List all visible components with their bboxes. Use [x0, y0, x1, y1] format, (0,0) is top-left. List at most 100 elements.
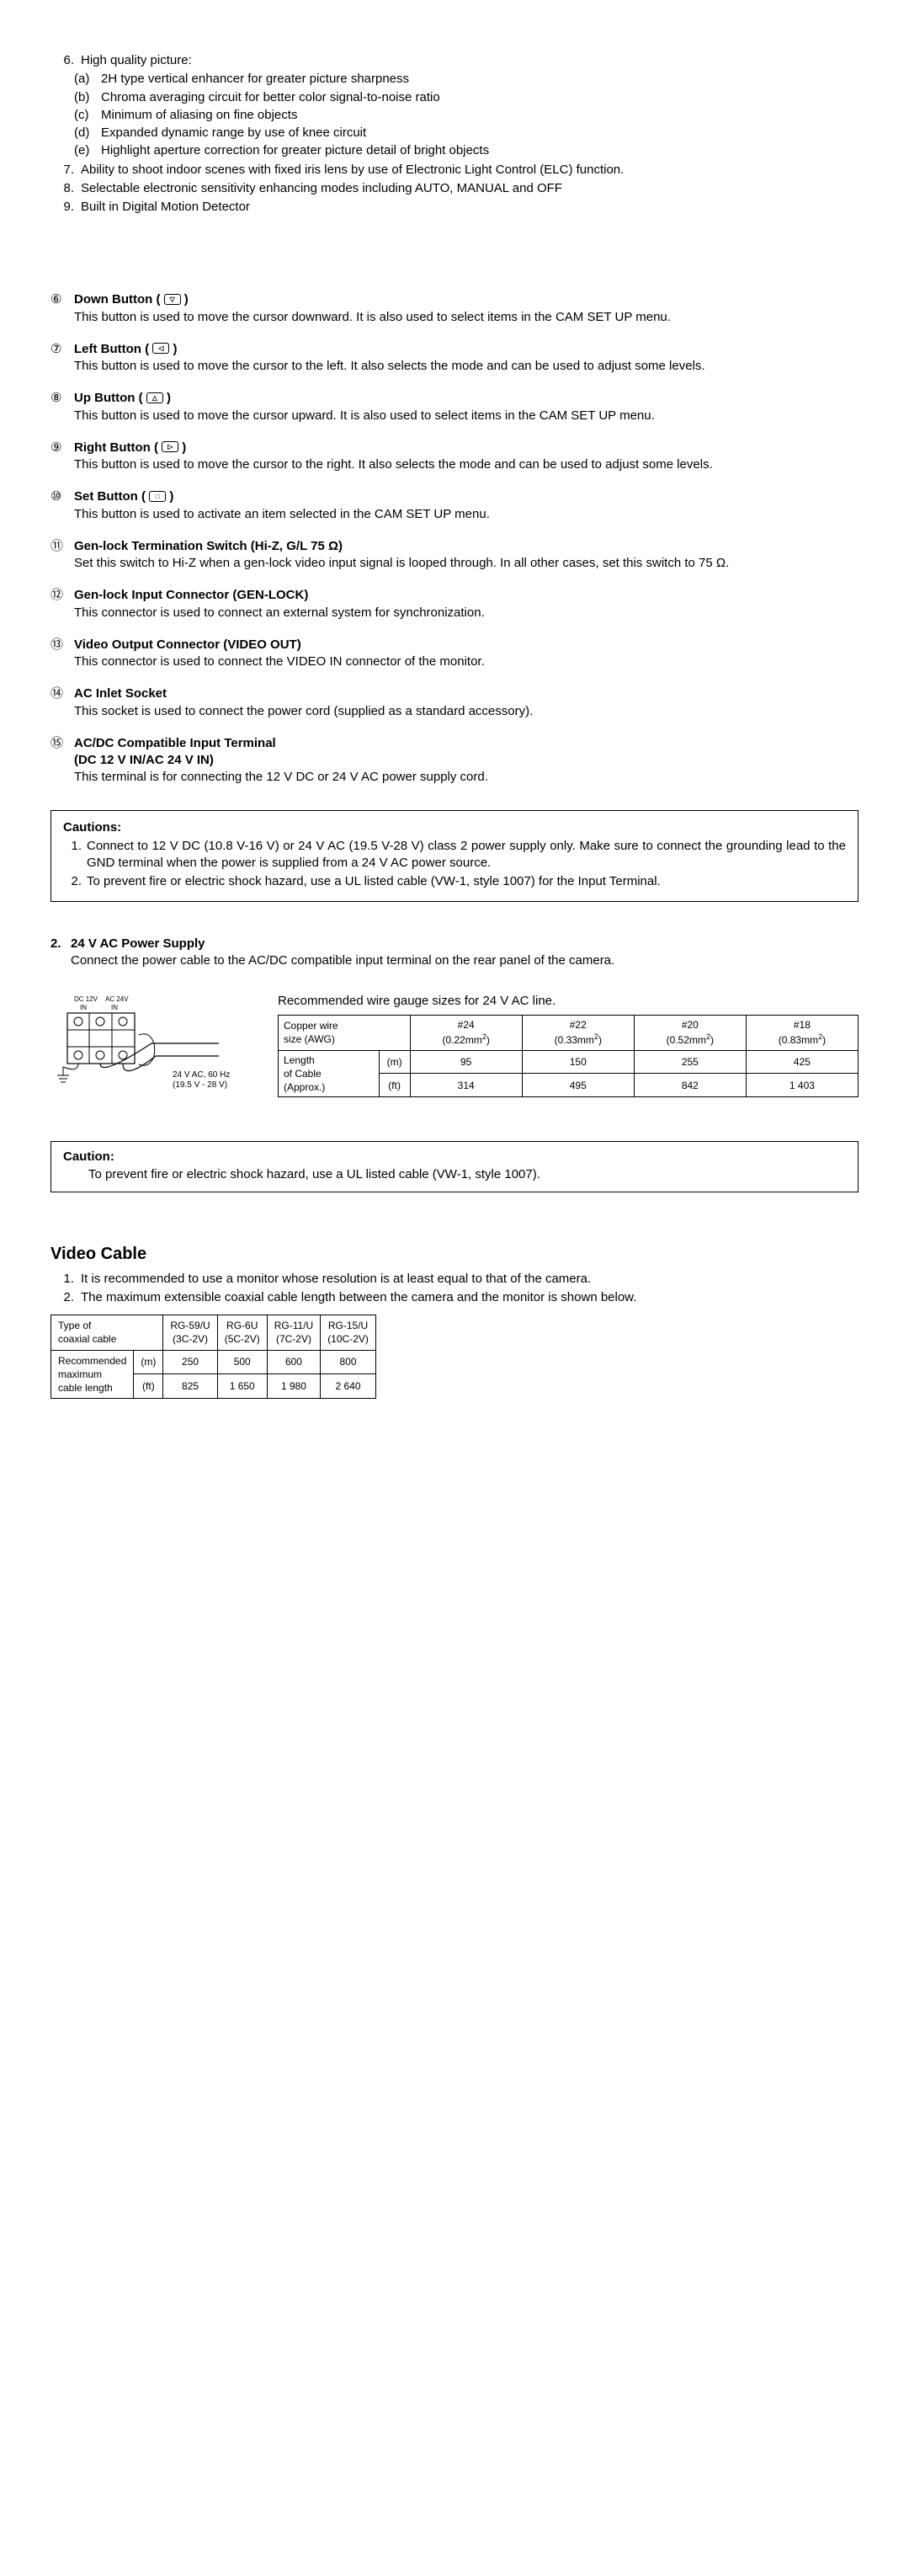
video-cable-heading: Video Cable [50, 1243, 858, 1266]
text: Highlight aperture correction for greate… [101, 142, 858, 159]
item-body: This socket is used to connect the power… [74, 704, 533, 718]
ac-label: AC 24V [105, 995, 129, 1003]
circled-num: ⑬ [50, 637, 74, 671]
button-icon: □ [149, 491, 166, 502]
unit: (m) [379, 1050, 410, 1074]
cell: 1 650 [217, 1374, 267, 1399]
wire-gauge-table: Copper wiresize (AWG)#24(0.22mm2)#22(0.3… [278, 1015, 858, 1097]
list-item: 7. Ability to shoot indoor scenes with f… [50, 162, 858, 179]
item-title: Video Output Connector (VIDEO OUT) [74, 637, 301, 652]
sub-list-item: (c)Minimum of aliasing on fine objects [50, 107, 858, 124]
button-icon: ▷ [162, 441, 178, 452]
controls-section: ⑥Down Button ( ▽ ) This button is used to… [50, 291, 858, 786]
control-item: ⑧Up Button ( △ )This button is used to m… [50, 390, 858, 424]
wire-col: #22(0.33mm2) [522, 1016, 634, 1050]
text: Connect to 12 V DC (10.8 V-16 V) or 24 V… [87, 838, 846, 872]
coax-col: RG-59/U(3C-2V) [163, 1315, 217, 1350]
text: Minimum of aliasing on fine objects [101, 107, 858, 124]
svg-text:IN: IN [80, 1004, 87, 1011]
cell: 255 [634, 1050, 746, 1074]
circled-num: ⑥ [50, 291, 74, 326]
letter: (b) [74, 89, 101, 106]
list-item: 6. High quality picture: [50, 52, 858, 69]
cautions-box: Cautions: 1.Connect to 12 V DC (10.8 V-1… [50, 810, 858, 902]
item-body: This connector is used to connect an ext… [74, 605, 485, 620]
circled-num: ⑨ [50, 440, 74, 474]
control-item: ⑭AC Inlet SocketThis socket is used to c… [50, 685, 858, 720]
item-title: Down Button ( ▽ ) [74, 292, 189, 307]
dc-label: DC 12V [74, 995, 98, 1003]
button-icon: ▽ [164, 294, 181, 305]
svg-text:(19.5 V - 28 V): (19.5 V - 28 V) [173, 1080, 227, 1090]
item-title: Set Button ( □ ) [74, 489, 173, 504]
num: 2. [50, 936, 71, 952]
caution-line: 1.Connect to 12 V DC (10.8 V-16 V) or 24… [63, 838, 846, 872]
cell: 842 [634, 1074, 746, 1097]
wire-row-label: Lengthof Cable(Approx.) [279, 1050, 380, 1097]
cell: 495 [522, 1074, 634, 1097]
num: 2. [63, 873, 87, 890]
item-title: Up Button ( △ ) [74, 391, 171, 405]
item-title: Left Button ( ◁ ) [74, 342, 177, 356]
wire-header: Copper wiresize (AWG) [279, 1016, 411, 1050]
button-icon: △ [146, 392, 163, 403]
letter: (e) [74, 142, 101, 159]
control-item: ⑫Gen-lock Input Connector (GEN-LOCK)This… [50, 587, 858, 621]
cell: 600 [267, 1350, 320, 1374]
text: Selectable electronic sensitivity enhanc… [81, 180, 858, 197]
wire-col: #18(0.83mm2) [746, 1016, 858, 1050]
cell: 500 [217, 1350, 267, 1374]
sub-list-item: (d)Expanded dynamic range by use of knee… [50, 125, 858, 141]
letter: (d) [74, 125, 101, 141]
cautions-heading: Cautions: [63, 819, 846, 836]
wiring-diagram: DC 12V AC 24V IN IN [50, 993, 244, 1107]
coax-col: RG-15/U(10C-2V) [321, 1315, 376, 1350]
circled-num: ⑩ [50, 488, 74, 523]
control-item: ⑪Gen-lock Termination Switch (Hi-Z, G/L … [50, 538, 858, 573]
num: 1. [50, 1271, 81, 1288]
heading: 24 V AC Power Supply [71, 936, 205, 952]
num: 2. [50, 1289, 81, 1306]
letter: (a) [74, 71, 101, 88]
list-item: 1. It is recommended to use a monitor wh… [50, 1271, 858, 1288]
cell: 1 980 [267, 1374, 320, 1399]
cell: 250 [163, 1350, 217, 1374]
item-body: This terminal is for connecting the 12 V… [74, 770, 488, 784]
wire-col: #20(0.52mm2) [634, 1016, 746, 1050]
item-title: Right Button ( ▷ ) [74, 440, 186, 455]
text: 2H type vertical enhancer for greater pi… [101, 71, 858, 88]
caution-heading: Caution: [63, 1149, 846, 1165]
cell: 2 640 [321, 1374, 376, 1399]
item-body: This button is used to move the cursor d… [74, 310, 671, 324]
control-item: ⑥Down Button ( ▽ ) This button is used to… [50, 291, 858, 326]
wire-table-title: Recommended wire gauge sizes for 24 V AC… [278, 993, 858, 1010]
coax-header: Type ofcoaxial cable [51, 1315, 163, 1350]
num: 6. [50, 52, 81, 69]
caution-line: 2.To prevent fire or electric shock haza… [63, 873, 846, 890]
coax-row-label: Recommendedmaximumcable length [51, 1350, 134, 1399]
circled-num: ⑭ [50, 685, 74, 720]
svg-text:24 V AC, 60 Hz: 24 V AC, 60 Hz [173, 1070, 230, 1080]
control-item: ⑨Right Button ( ▷ ) This button is used t… [50, 440, 858, 474]
text: Built in Digital Motion Detector [81, 199, 858, 216]
item-title: Gen-lock Termination Switch (Hi-Z, G/L 7… [74, 539, 343, 553]
item-body: Set this switch to Hi-Z when a gen-lock … [74, 556, 729, 570]
item-body: This button is used to move the cursor t… [74, 457, 713, 472]
text: To prevent fire or electric shock hazard… [87, 873, 846, 890]
list-item: 8. Selectable electronic sensitivity enh… [50, 180, 858, 197]
caution-text: To prevent fire or electric shock hazard… [63, 1166, 846, 1183]
item-title-line2: (DC 12 V IN/AC 24 V IN) [74, 753, 214, 767]
caution-box-2: Caution: To prevent fire or electric sho… [50, 1141, 858, 1192]
sub-list-item: (e)Highlight aperture correction for gre… [50, 142, 858, 159]
text: High quality picture: [81, 52, 858, 69]
item-title: Gen-lock Input Connector (GEN-LOCK) [74, 588, 308, 602]
text: Ability to shoot indoor scenes with fixe… [81, 162, 858, 179]
coax-col: RG-11/U(7C-2V) [267, 1315, 320, 1350]
cell: 425 [746, 1050, 858, 1074]
text: Chroma averaging circuit for better colo… [101, 89, 858, 106]
circled-num: ⑦ [50, 341, 74, 376]
cell: 1 403 [746, 1074, 858, 1097]
control-item: ⑮AC/DC Compatible Input Terminal(DC 12 V… [50, 735, 858, 787]
coax-col: RG-6U(5C-2V) [217, 1315, 267, 1350]
list-item: 9. Built in Digital Motion Detector [50, 199, 858, 216]
